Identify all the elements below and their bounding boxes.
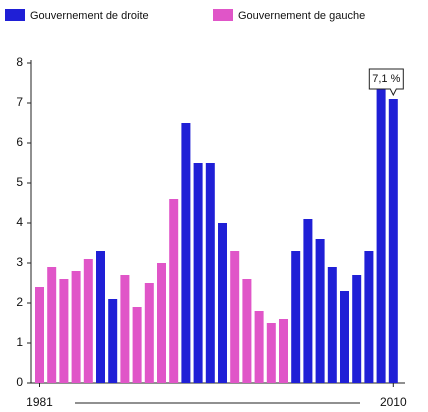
y-tick-label: 2 xyxy=(16,295,23,309)
bar xyxy=(364,251,374,383)
bar xyxy=(218,223,227,383)
bar xyxy=(315,239,325,383)
bar xyxy=(132,307,142,383)
bar xyxy=(242,279,252,383)
bar xyxy=(254,311,264,383)
y-tick-label: 6 xyxy=(16,135,23,149)
bar xyxy=(71,271,81,383)
x-tick-label: 1981 xyxy=(26,395,53,409)
y-tick-label: 5 xyxy=(16,175,23,189)
bar xyxy=(376,83,386,383)
bar xyxy=(352,275,362,383)
bar xyxy=(47,267,57,383)
bar xyxy=(144,283,154,383)
bar xyxy=(388,99,398,383)
bar xyxy=(108,299,118,383)
bar xyxy=(266,323,276,383)
bar xyxy=(327,267,337,383)
y-tick-label: 0 xyxy=(16,375,23,389)
legend-swatch xyxy=(5,9,25,21)
bar xyxy=(291,251,301,383)
bar xyxy=(59,279,69,383)
annotation-label: 7,1 % xyxy=(372,73,400,85)
bar xyxy=(193,163,203,383)
y-tick-label: 3 xyxy=(16,255,23,269)
legend-label: Gouvernement de gauche xyxy=(238,10,365,22)
bar xyxy=(35,287,44,383)
y-tick-label: 4 xyxy=(16,215,23,229)
bar xyxy=(230,251,240,383)
y-tick-label: 8 xyxy=(16,55,23,69)
bar xyxy=(120,275,130,383)
bar xyxy=(181,123,191,383)
legend-label: Gouvernement de droite xyxy=(30,10,149,22)
bar xyxy=(303,219,313,383)
bar xyxy=(157,263,166,383)
bar xyxy=(83,259,93,383)
bar xyxy=(205,163,215,383)
bar xyxy=(96,251,105,383)
bar xyxy=(340,291,349,383)
bar xyxy=(279,319,288,383)
y-tick-label: 1 xyxy=(16,335,23,349)
legend-swatch xyxy=(213,9,233,21)
x-tick-label: 2010 xyxy=(380,395,407,409)
y-tick-label: 7 xyxy=(16,95,23,109)
bar xyxy=(169,199,179,383)
annotation-box xyxy=(368,68,404,97)
